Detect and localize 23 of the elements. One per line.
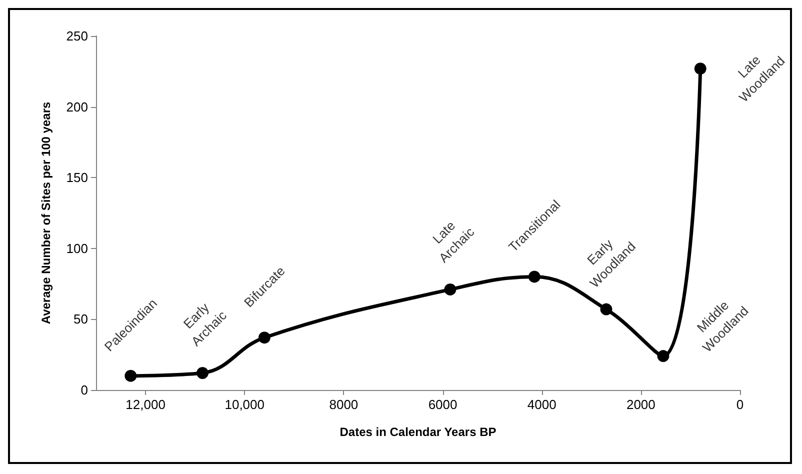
point xyxy=(196,367,209,380)
y-tick-label: 50 xyxy=(74,312,88,327)
x-tick-label: 4000 xyxy=(527,397,556,412)
point xyxy=(600,303,612,316)
x-tick-label: 8000 xyxy=(329,397,358,412)
y-tick-label: 250 xyxy=(66,28,88,44)
point xyxy=(124,370,137,382)
point xyxy=(694,62,706,75)
y-tick-label: 200 xyxy=(66,99,88,114)
point xyxy=(657,350,670,362)
x-tick-label: 10,000 xyxy=(224,397,264,412)
x-axis-title: Dates in Calendar Years BP xyxy=(340,425,496,439)
x-tick-label: 0 xyxy=(736,397,744,412)
point xyxy=(444,283,456,296)
x-tick-label: 2000 xyxy=(626,397,656,412)
x-tick-label: 6000 xyxy=(428,397,458,412)
y-tick-label: 150 xyxy=(66,170,88,186)
point xyxy=(258,332,270,344)
x-tick-label: 12,000 xyxy=(126,397,166,412)
y-tick-label: 0 xyxy=(80,382,88,398)
y-axis-title: Average Number of Sites per 100 years xyxy=(39,102,53,324)
point xyxy=(528,270,540,283)
y-tick-label: 100 xyxy=(66,240,88,256)
